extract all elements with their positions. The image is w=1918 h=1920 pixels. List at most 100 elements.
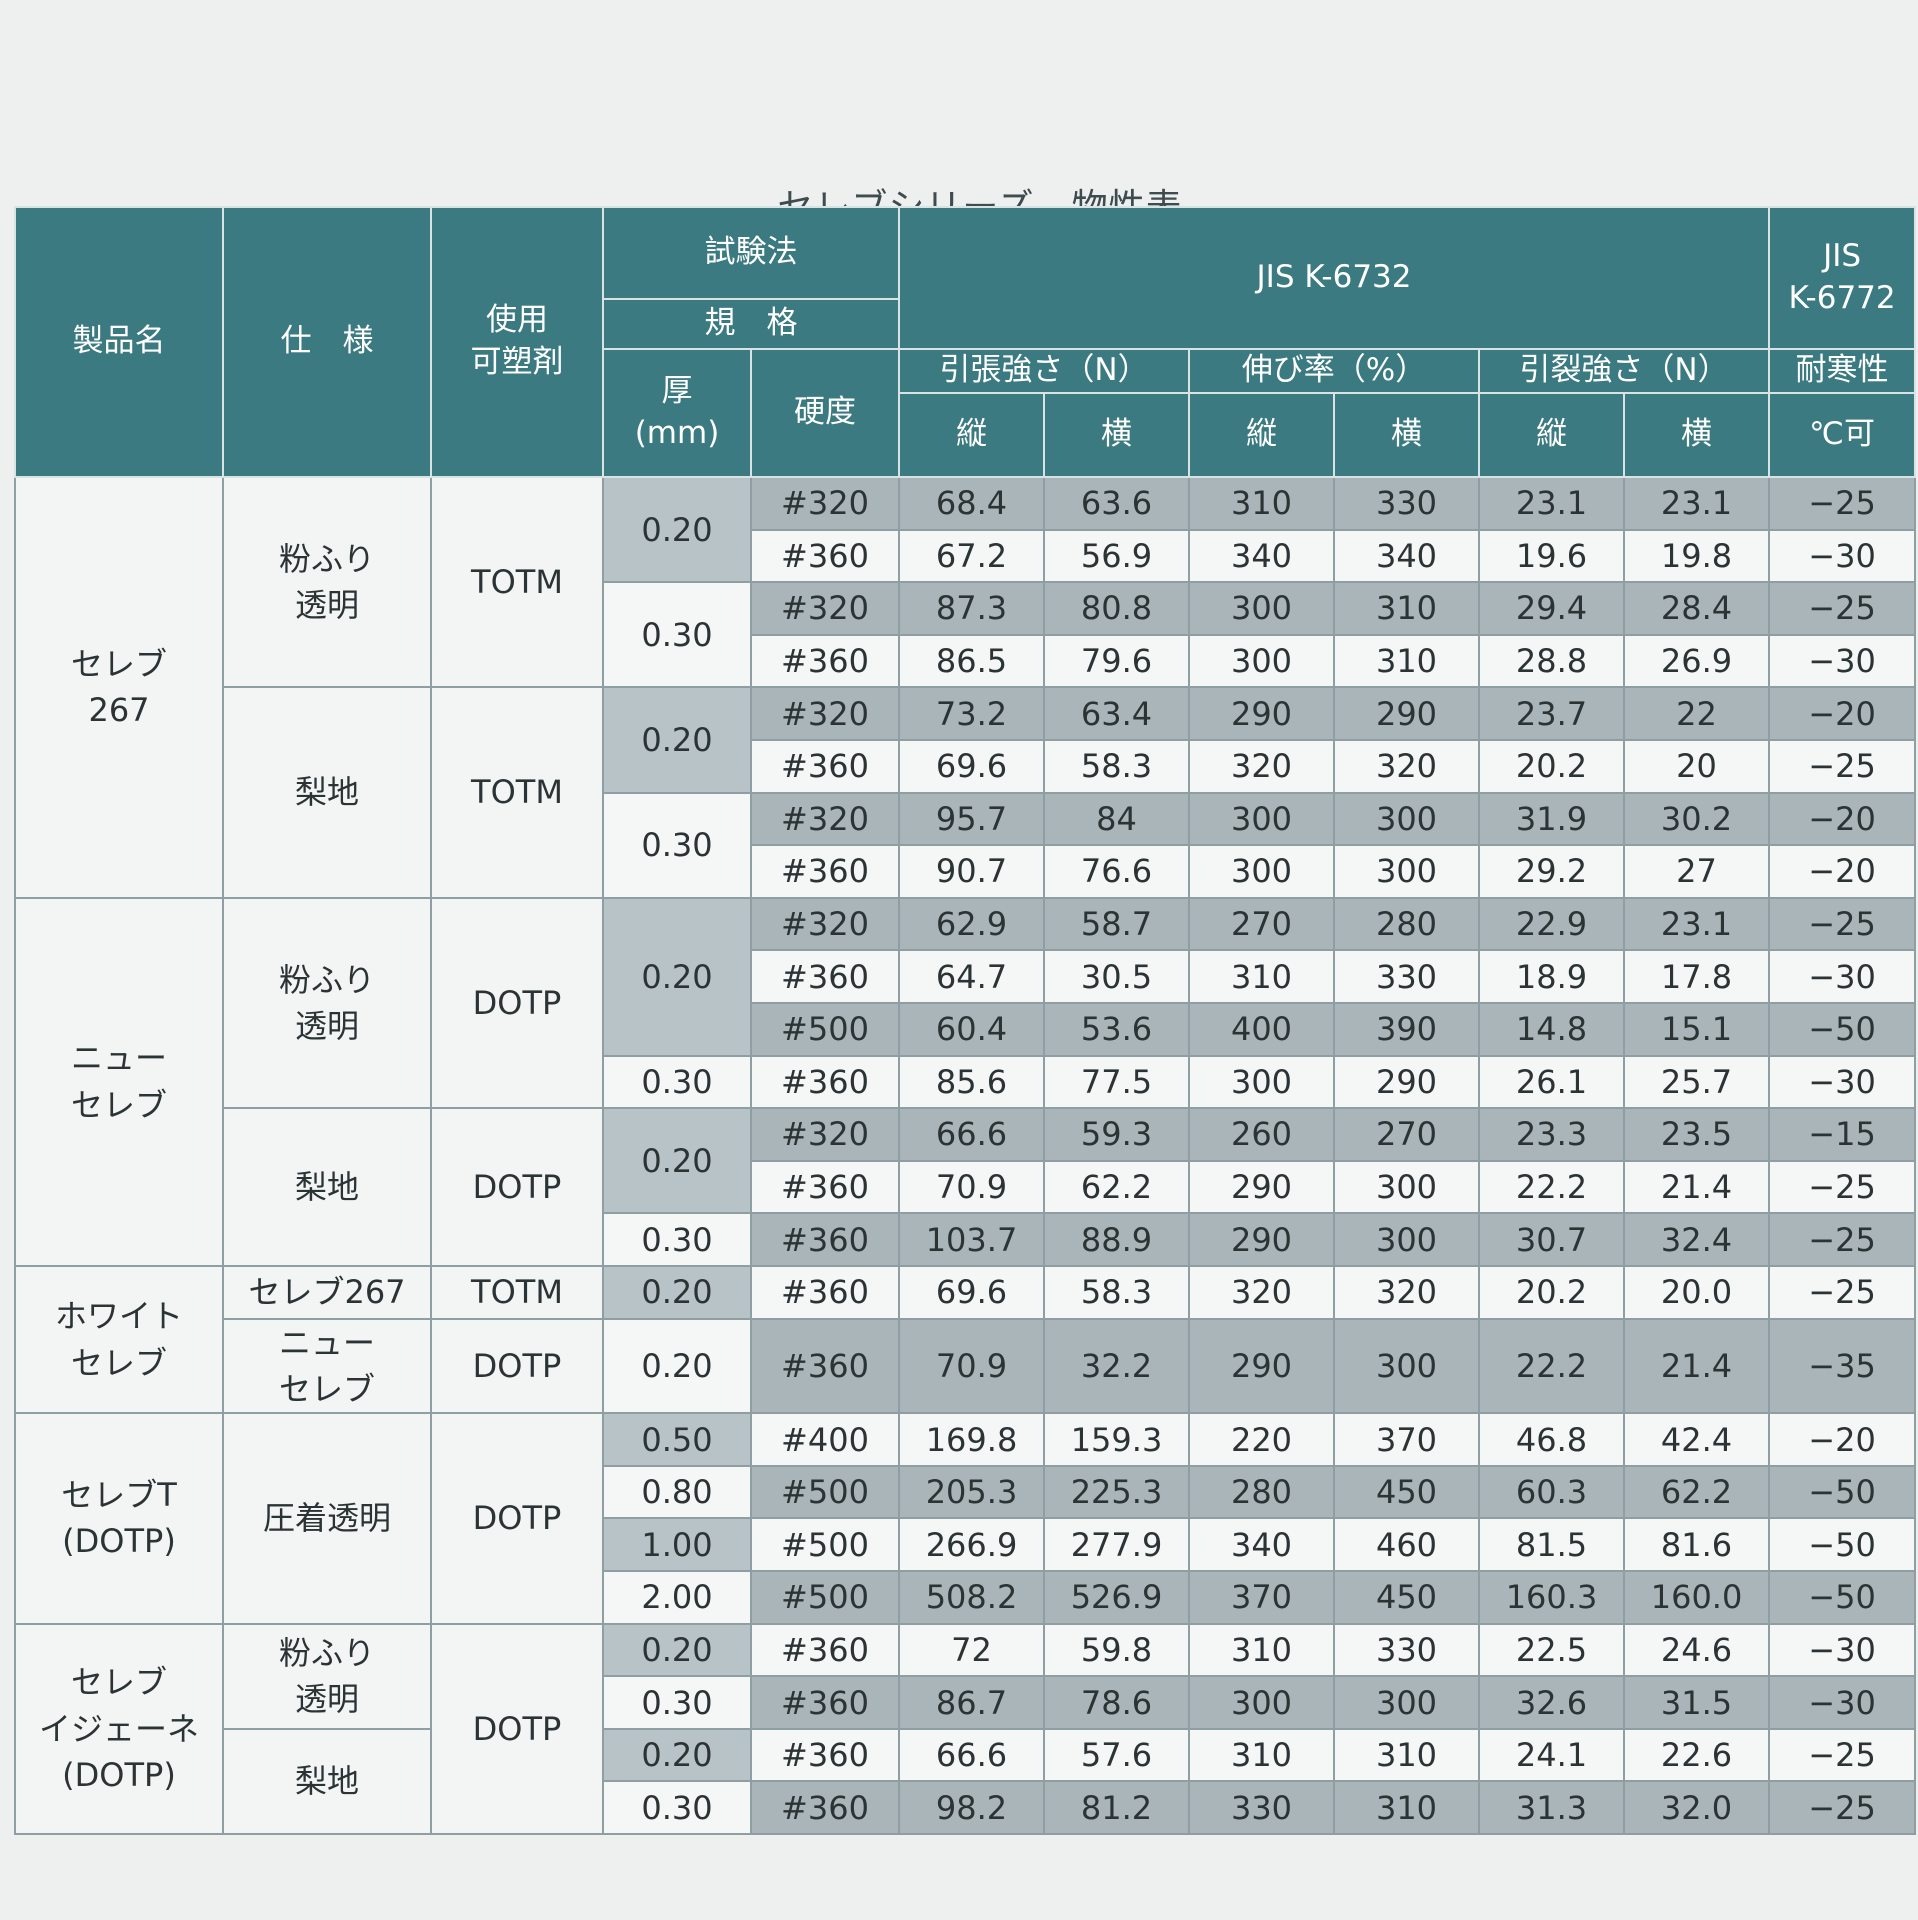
hardness-cell: #360	[750, 1317, 900, 1415]
thickness-cell: 0.80	[602, 1464, 752, 1520]
tear-vertical-cell: 22.2	[1478, 1159, 1625, 1215]
thickness-cell: 0.30	[602, 581, 752, 689]
cold-resistance-cell: −20	[1768, 791, 1917, 847]
cold-resistance-cell: −30	[1768, 949, 1917, 1004]
hardness-cell: #320	[750, 581, 900, 636]
elongation-vertical-cell: 310	[1188, 1622, 1335, 1678]
tear-vertical-cell: 29.4	[1478, 581, 1625, 636]
tensile-vertical-cell: 66.6	[898, 1107, 1045, 1162]
elongation-horizontal-cell: 460	[1333, 1517, 1480, 1573]
product-name-cell: ニュー セレブ	[14, 896, 224, 1267]
elongation-horizontal-cell: 290	[1333, 686, 1480, 741]
table-row: 0.30 #360 103.7 88.9 290 300 30.7 32.4 −25	[15, 1212, 1917, 1267]
tear-horizontal-cell: 15.1	[1622, 1001, 1771, 1057]
thickness-cell: 2.00	[602, 1570, 752, 1625]
tensile-horizontal-cell: 78.6	[1043, 1675, 1190, 1730]
tensile-vertical-cell: 60.4	[898, 1001, 1045, 1057]
tear-horizontal-cell: 23.5	[1622, 1107, 1771, 1162]
cold-resistance-cell: −25	[1768, 581, 1917, 636]
product-name-cell: ホワイト セレブ	[14, 1264, 224, 1415]
header-tensile-vertical: 縦	[898, 392, 1045, 478]
elongation-horizontal-cell: 450	[1333, 1570, 1480, 1625]
tensile-horizontal-cell: 32.2	[1043, 1317, 1190, 1415]
elongation-vertical-cell: 300	[1188, 1675, 1335, 1730]
elongation-horizontal-cell: 320	[1333, 1264, 1480, 1320]
tear-horizontal-cell: 20	[1622, 738, 1771, 794]
elongation-vertical-cell: 340	[1188, 1517, 1335, 1573]
header-tear: 引裂強さ（N）	[1477, 348, 1771, 394]
cold-resistance-cell: −25	[1768, 476, 1917, 531]
tear-horizontal-cell: 32.0	[1622, 1780, 1771, 1836]
elongation-horizontal-cell: 300	[1333, 844, 1480, 899]
cold-resistance-cell: −30	[1768, 1675, 1917, 1730]
tear-horizontal-cell: 21.4	[1622, 1317, 1771, 1415]
elongation-horizontal-cell: 330	[1333, 476, 1480, 531]
tensile-horizontal-cell: 30.5	[1043, 949, 1190, 1004]
spec-cell: 粉ふり 透明	[222, 1622, 432, 1730]
elongation-vertical-cell: 300	[1188, 1054, 1335, 1110]
tensile-horizontal-cell: 58.3	[1043, 738, 1190, 794]
hardness-cell: #360	[750, 1212, 900, 1267]
cold-resistance-cell: −20	[1768, 1412, 1917, 1467]
tensile-horizontal-cell: 159.3	[1043, 1412, 1190, 1467]
table-row: ホワイト セレブ セレブ267 TOTM 0.20 #360 69.6 58.3 320 320…	[14, 1264, 1917, 1415]
tear-horizontal-cell: 22	[1622, 686, 1771, 741]
tensile-horizontal-cell: 62.2	[1043, 1159, 1190, 1215]
tear-vertical-cell: 22.9	[1478, 896, 1625, 952]
table-row: 2.00 #500 508.2 526.9 370 450 160.3 160.0 −50	[15, 1570, 1917, 1625]
thickness-cell: 0.20	[602, 896, 752, 1057]
header-product: 製品名	[14, 206, 224, 478]
thickness-cell: 0.20	[602, 1317, 752, 1415]
tear-vertical-cell: 19.6	[1478, 528, 1625, 584]
elongation-horizontal-cell: 370	[1333, 1412, 1480, 1467]
hardness-cell: #500	[750, 1001, 900, 1057]
plasticizer-cell: DOTP	[430, 896, 604, 1110]
tensile-horizontal-cell: 59.3	[1043, 1107, 1190, 1162]
table-row: #360 70.9 62.2 290 300 22.2 21.4 −25	[15, 1159, 1917, 1215]
hardness-cell: #320	[750, 686, 900, 741]
tear-vertical-cell: 24.1	[1478, 1727, 1625, 1783]
header-cold-resistance: 耐寒性	[1768, 348, 1917, 394]
elongation-vertical-cell: 400	[1188, 1001, 1335, 1057]
cold-resistance-cell: −35	[1768, 1317, 1917, 1415]
tensile-horizontal-cell: 57.6	[1043, 1727, 1190, 1783]
elongation-vertical-cell: 320	[1188, 738, 1335, 794]
tear-horizontal-cell: 28.4	[1622, 581, 1771, 636]
table-row: #360 90.7 76.6 300 300 29.2 27 −20	[15, 844, 1917, 899]
table-row: #360 69.6 58.3 320 320 20.2 20 −25	[15, 738, 1917, 794]
elongation-vertical-cell: 310	[1188, 476, 1335, 531]
table-row: セレブT (DOTP) 圧着透明 DOTP 0.50 #400 169.8 159.3 220…	[14, 1412, 1917, 1625]
tear-horizontal-cell: 19.8	[1622, 528, 1771, 584]
elongation-horizontal-cell: 300	[1333, 1317, 1480, 1415]
table-row: 0.30 #360 98.2 81.2 330 310 31.3 32.0 −25	[15, 1780, 1917, 1836]
tensile-vertical-cell: 103.7	[898, 1212, 1045, 1267]
elongation-vertical-cell: 320	[1188, 1264, 1335, 1320]
table-row: 1.00 #500 266.9 277.9 340 460 81.5 81.6 −50	[15, 1517, 1917, 1573]
thickness-cell: 0.20	[602, 1727, 752, 1783]
elongation-horizontal-cell: 280	[1333, 896, 1480, 952]
header-tensile-horizontal: 横	[1043, 392, 1190, 478]
header-tear-horizontal: 横	[1622, 392, 1771, 478]
tensile-horizontal-cell: 88.9	[1043, 1212, 1190, 1267]
tear-horizontal-cell: 160.0	[1622, 1570, 1771, 1625]
hardness-cell: #320	[750, 476, 900, 531]
elongation-vertical-cell: 260	[1188, 1107, 1335, 1162]
table-body: セレブ 267 粉ふり 透明 TOTM 0.20 #320 68.4 63.6 310 330 2…	[14, 475, 1917, 1836]
tensile-horizontal-cell: 79.6	[1043, 633, 1190, 689]
hardness-cell: #500	[750, 1570, 900, 1625]
spec-cell: 梨地	[222, 1727, 432, 1836]
table-row: セレブ 267 粉ふり 透明 TOTM 0.20 #320 68.4 63.6 310 330 2…	[14, 475, 1917, 899]
tear-horizontal-cell: 24.6	[1622, 1622, 1771, 1678]
tear-vertical-cell: 20.2	[1478, 1264, 1625, 1320]
tensile-horizontal-cell: 80.8	[1043, 581, 1190, 636]
table-row: ニュー セレブ 粉ふり 透明 DOTP 0.20 #320 62.9 58.7 270 280 2…	[14, 896, 1917, 1267]
header-tensile: 引張強さ（N）	[898, 348, 1190, 394]
hardness-cell: #500	[750, 1517, 900, 1573]
thickness-cell: 0.20	[602, 475, 752, 584]
tear-vertical-cell: 30.7	[1478, 1212, 1625, 1267]
elongation-horizontal-cell: 340	[1333, 528, 1480, 584]
cold-resistance-cell: −50	[1768, 1001, 1917, 1057]
tensile-horizontal-cell: 58.3	[1043, 1264, 1190, 1320]
elongation-vertical-cell: 370	[1188, 1570, 1335, 1625]
spec-cell: 梨地	[222, 686, 432, 899]
